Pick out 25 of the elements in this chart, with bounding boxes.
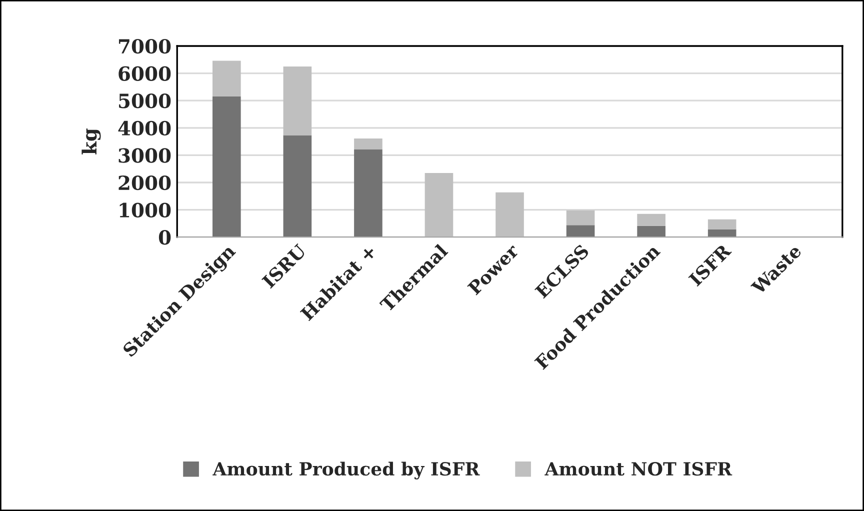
bar: [283, 135, 312, 238]
bar: [424, 172, 454, 238]
bar: [637, 214, 666, 226]
y-tick-label: 0: [158, 230, 171, 245]
y-tick-label: 4000: [118, 120, 171, 136]
bar: [637, 226, 666, 238]
bar: [496, 192, 524, 238]
legend-label: Amount NOT ISFR: [544, 462, 732, 476]
bar: [283, 66, 312, 136]
y-axis-title: kg: [82, 128, 101, 154]
bar: [354, 138, 382, 150]
bar: [708, 219, 736, 230]
y-tick-label: 5000: [119, 94, 171, 108]
bar: [212, 96, 241, 238]
bar: [566, 210, 595, 226]
y-tick-label: 6000: [118, 66, 171, 81]
y-tick-label: 1000: [120, 202, 171, 218]
y-tick-label: 2000: [118, 175, 171, 190]
bar: [212, 60, 241, 96]
legend-label: Amount Produced by ISFR: [212, 462, 480, 480]
bar: [354, 149, 382, 238]
bar: [566, 225, 595, 238]
y-tick-label: 3000: [118, 148, 171, 163]
y-tick-label: 7000: [118, 38, 171, 54]
bar: [708, 229, 736, 238]
